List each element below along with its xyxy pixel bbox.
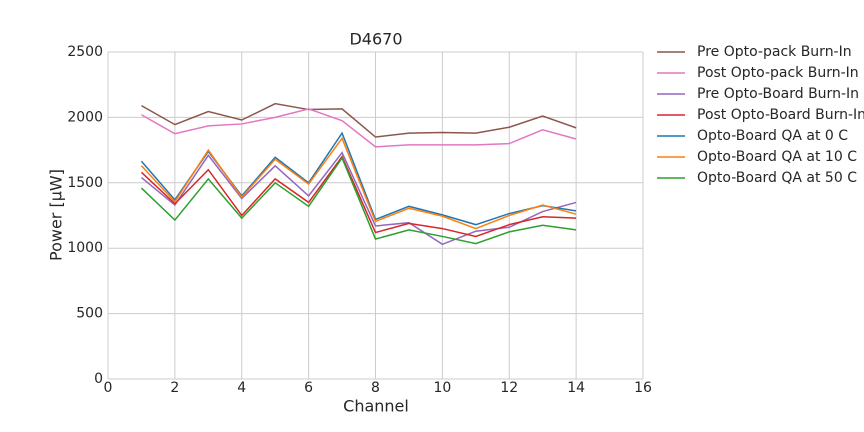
legend-label: Pre Opto-Board Burn-In — [697, 86, 859, 102]
y-axis-label: Power [μW] — [47, 169, 66, 261]
x-axis-label: Channel — [343, 397, 409, 416]
y-tick-label: 0 — [94, 371, 103, 387]
x-tick-label: 4 — [237, 380, 246, 396]
legend-label: Post Opto-pack Burn-In — [697, 65, 859, 81]
y-tick-label: 1500 — [67, 175, 103, 191]
y-tick-label: 500 — [76, 306, 103, 322]
y-tick-label: 2000 — [67, 109, 103, 125]
chart-title: D4670 — [349, 30, 402, 49]
legend-label: Opto-Board QA at 0 C — [697, 128, 848, 144]
legend-label: Opto-Board QA at 50 C — [697, 170, 857, 186]
legend-label: Pre Opto-pack Burn-In — [697, 44, 852, 60]
line-series — [140, 156, 577, 245]
x-tick-label: 6 — [304, 380, 313, 396]
legend-label: Opto-Board QA at 10 C — [697, 149, 857, 165]
y-tick-label: 2500 — [67, 44, 103, 60]
x-tick-label: 16 — [634, 380, 652, 396]
y-tick-label: 1000 — [67, 240, 103, 256]
line-series — [140, 136, 577, 230]
x-tick-label: 8 — [371, 380, 380, 396]
line-series — [140, 151, 577, 246]
x-tick-label: 0 — [104, 380, 113, 396]
x-tick-label: 14 — [567, 380, 585, 396]
x-tick-label: 12 — [500, 380, 518, 396]
line-series — [140, 155, 577, 238]
legend-label: Post Opto-Board Burn-In — [697, 107, 864, 123]
line-series — [141, 108, 577, 148]
line-series — [141, 102, 577, 138]
x-tick-label: 2 — [170, 380, 179, 396]
x-tick-label: 10 — [433, 380, 451, 396]
